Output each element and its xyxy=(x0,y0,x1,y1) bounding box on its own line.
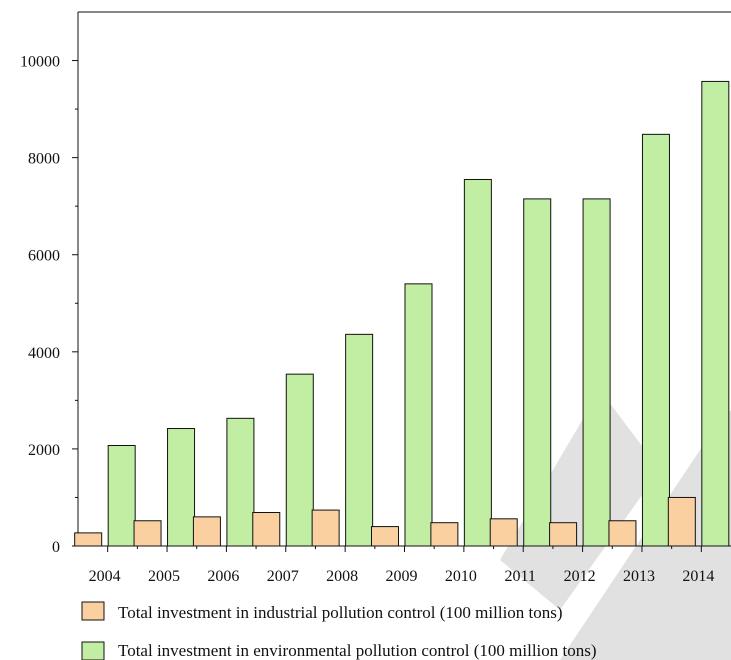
bar-environmental-2007 xyxy=(285,373,314,547)
legend: Total investment in industrial pollution… xyxy=(81,601,597,660)
bar-environmental-2005 xyxy=(167,428,196,547)
bar-industrial-2007 xyxy=(252,512,281,547)
x-tick-label: 2007 xyxy=(267,568,299,585)
y-tick-label: 10000 xyxy=(20,54,60,71)
x-tick-label: 2006 xyxy=(207,568,239,585)
bars-group xyxy=(74,80,730,547)
y-tick-label: 4000 xyxy=(28,345,60,362)
x-tick-label: 2009 xyxy=(386,568,418,585)
bar-environmental-2008 xyxy=(345,333,374,547)
bar-industrial-2013 xyxy=(608,520,637,547)
legend-swatch-industrial xyxy=(81,601,105,621)
bar-industrial-2004 xyxy=(74,532,103,547)
bar-environmental-2012 xyxy=(582,198,611,547)
bar-environmental-2013 xyxy=(641,133,670,547)
x-tick-label: 2012 xyxy=(564,568,596,585)
x-tick-label: 2014 xyxy=(682,568,714,585)
bar-industrial-2008 xyxy=(311,509,340,547)
y-tick-label: 8000 xyxy=(28,151,60,168)
x-tick-label: 2013 xyxy=(623,568,655,585)
bar-environmental-2004 xyxy=(107,445,136,547)
y-axis-tick-labels: 0 2000 4000 6000 8000 10000 xyxy=(20,54,60,556)
bar-environmental-2009 xyxy=(404,283,433,547)
x-tick-label: 2010 xyxy=(445,568,477,585)
y-tick-label: 6000 xyxy=(28,248,60,265)
bar-industrial-2005 xyxy=(133,520,162,547)
x-tick-label: 2008 xyxy=(326,568,358,585)
legend-label-industrial: Total investment in industrial pollution… xyxy=(118,603,563,622)
bar-environmental-2011 xyxy=(523,198,552,547)
x-axis-tick-labels: 2004 2005 2006 2007 2008 2009 2010 2011 2012 2013… xyxy=(89,568,715,585)
legend-label-environmental: Total investment in environmental pollut… xyxy=(118,641,597,660)
bar-industrial-2012 xyxy=(549,522,578,547)
y-tick-label: 0 xyxy=(52,539,60,556)
bar-environmental-2014 xyxy=(701,80,730,547)
bar-industrial-2011 xyxy=(489,518,518,547)
bar-industrial-2006 xyxy=(192,516,221,547)
bar-industrial-2009 xyxy=(371,526,399,547)
x-tick-label: 2005 xyxy=(148,568,180,585)
bar-environmental-2006 xyxy=(226,417,255,547)
x-tick-label: 2004 xyxy=(89,568,121,585)
bar-industrial-2010 xyxy=(430,522,459,547)
y-tick-label: 2000 xyxy=(28,442,60,459)
bar-industrial-2014 xyxy=(667,496,696,547)
bar-environmental-2010 xyxy=(463,178,492,547)
x-tick-label: 2011 xyxy=(505,568,536,585)
legend-swatch-environmental xyxy=(81,641,105,660)
